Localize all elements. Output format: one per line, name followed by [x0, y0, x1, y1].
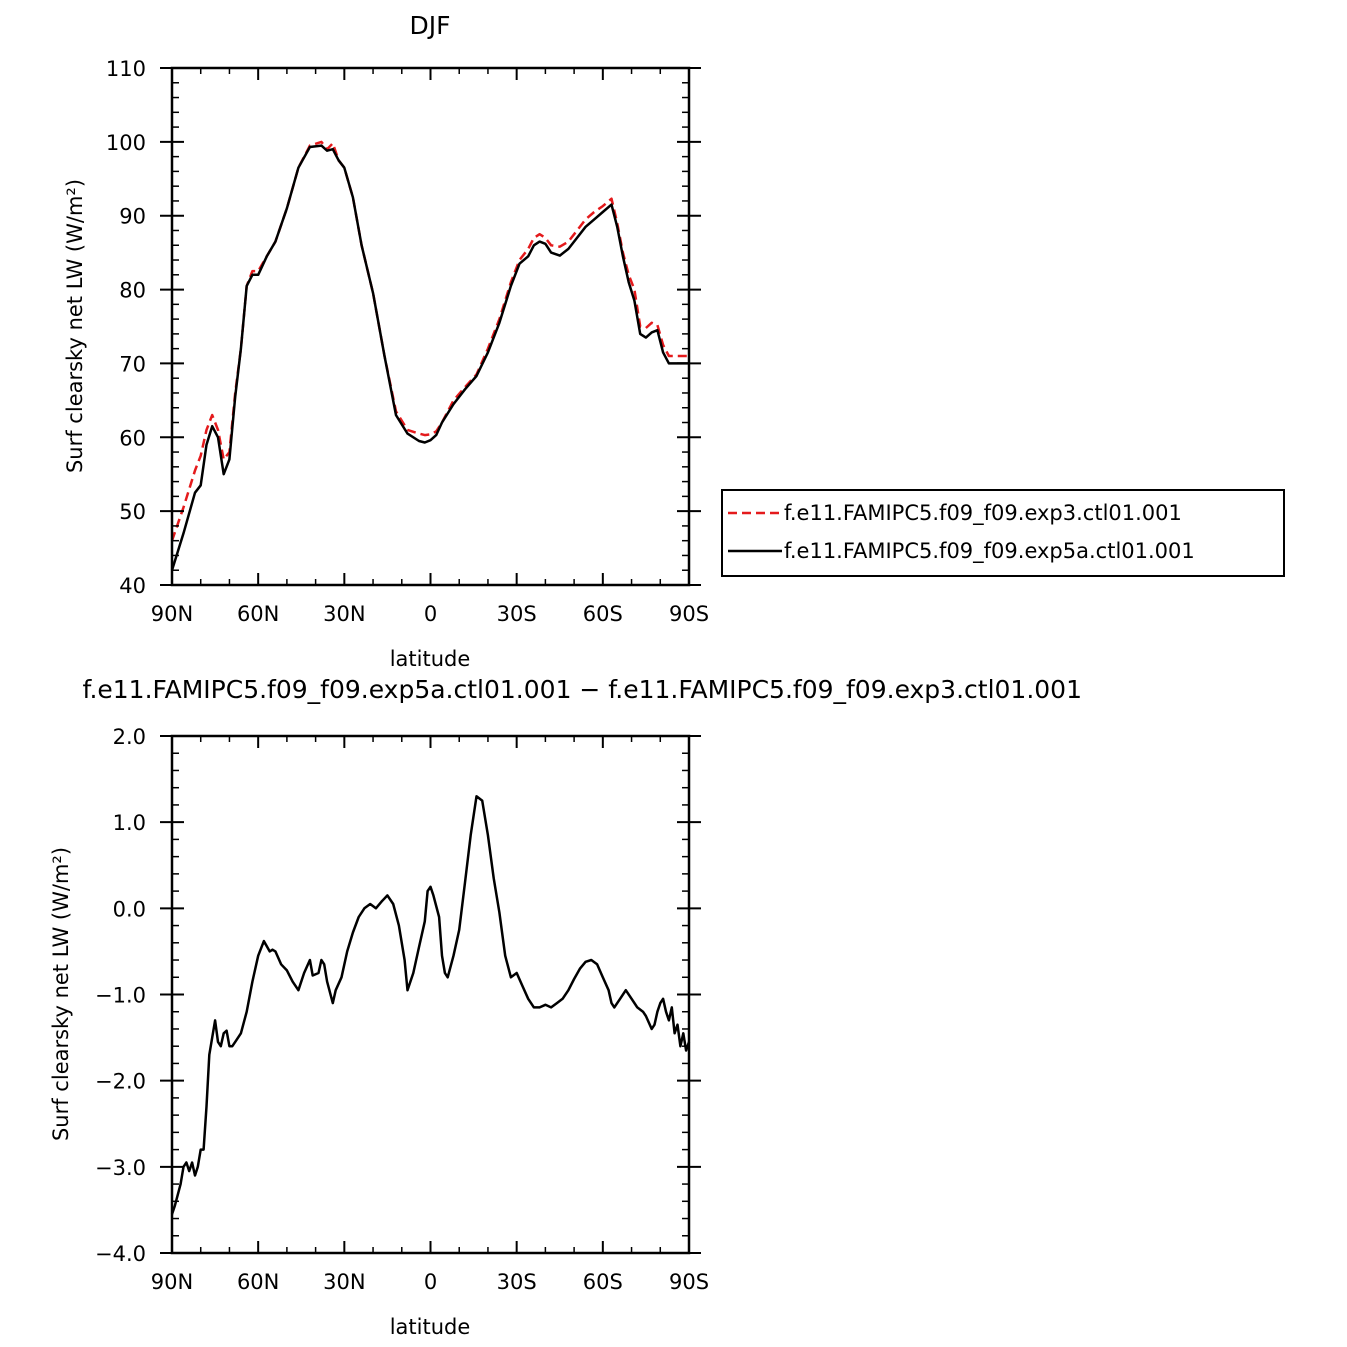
top-x-tick-label: 30N	[323, 602, 365, 626]
top-x-tick-label: 60S	[583, 602, 623, 626]
top-chart-title: DJF	[409, 11, 450, 40]
top-chart-y-axis-label: Surf clearsky net LW (W/m²)	[63, 179, 87, 473]
top-x-tick-label: 90N	[151, 602, 193, 626]
bottom-y-tick-label: 1.0	[113, 811, 146, 835]
top-y-tick-label: 80	[119, 279, 146, 303]
bottom-chart-y-axis-label: Surf clearsky net LW (W/m²)	[49, 847, 73, 1141]
top-y-tick-label: 40	[119, 574, 146, 598]
top-chart-legend: f.e11.FAMIPC5.f09_f09.exp3.ctl01.001 f.e…	[721, 489, 1285, 577]
legend-box	[721, 489, 1285, 577]
top-x-tick-label: 0	[424, 602, 437, 626]
top-y-tick-label: 60	[119, 426, 146, 450]
bottom-y-tick-label: −3.0	[95, 1156, 146, 1180]
bottom-x-tick-label: 90S	[669, 1270, 709, 1294]
top-chart-x-axis-label: latitude	[390, 647, 471, 671]
bottom-series-line-0	[170, 795, 691, 1215]
top-y-tick-label: 100	[106, 131, 146, 155]
bottom-x-tick-label: 30N	[323, 1270, 365, 1294]
bottom-chart-x-axis-label: latitude	[390, 1315, 471, 1339]
top-y-tick-label: 50	[119, 500, 146, 524]
top-x-tick-label: 60N	[237, 602, 279, 626]
top-chart: DJF 90N 60N 30N 0 30S 60S 90S 40 50 60 70 80 90 100 11…	[63, 11, 1285, 671]
bottom-x-tick-label: 30S	[497, 1270, 537, 1294]
top-x-tick-label: 30S	[497, 602, 537, 626]
legend-label-exp5a: f.e11.FAMIPC5.f09_f09.exp5a.ctl01.001	[784, 539, 1195, 564]
top-series-line-1	[170, 144, 689, 571]
top-series-line-0	[170, 140, 689, 542]
top-y-tick-label: 90	[119, 205, 146, 229]
top-x-tick-label: 90S	[669, 602, 709, 626]
bottom-y-tick-label: −1.0	[95, 984, 146, 1008]
top-y-tick-label: 70	[119, 352, 146, 376]
bottom-y-tick-label: −2.0	[95, 1070, 146, 1094]
bottom-x-tick-label: 60S	[583, 1270, 623, 1294]
legend-label-exp3: f.e11.FAMIPC5.f09_f09.exp3.ctl01.001	[784, 501, 1182, 526]
top-chart-frame	[170, 66, 691, 587]
bottom-chart-series-group	[170, 795, 691, 1215]
top-chart-series-group	[170, 140, 689, 571]
bottom-x-tick-label: 0	[424, 1270, 437, 1294]
bottom-x-tick-label: 60N	[237, 1270, 279, 1294]
bottom-y-tick-label: 2.0	[113, 725, 146, 749]
bottom-y-tick-label: −4.0	[95, 1242, 146, 1266]
bottom-chart: f.e11.FAMIPC5.f09_f09.exp5a.ctl01.001 − …	[49, 675, 1082, 1339]
bottom-x-tick-label: 90N	[151, 1270, 193, 1294]
bottom-y-tick-label: 0.0	[113, 897, 146, 921]
bottom-chart-title: f.e11.FAMIPC5.f09_f09.exp5a.ctl01.001 − …	[82, 675, 1082, 704]
top-y-tick-label: 110	[106, 57, 146, 81]
